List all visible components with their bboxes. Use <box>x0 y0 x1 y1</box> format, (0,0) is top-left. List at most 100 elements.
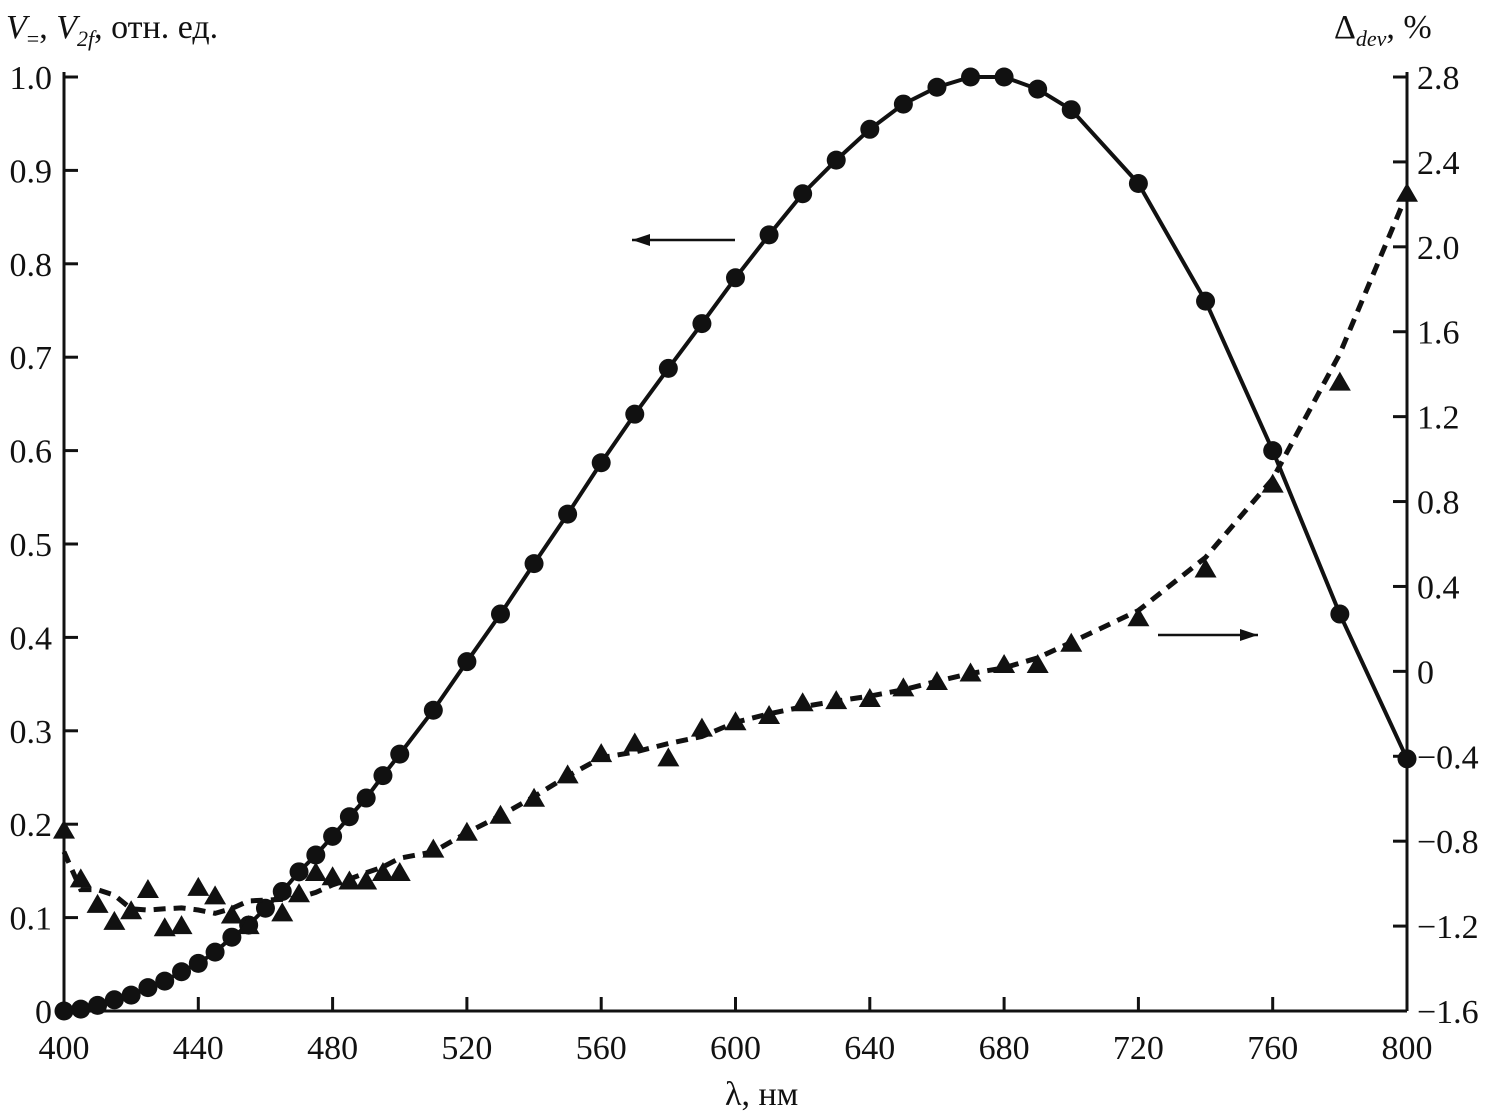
circle-marker <box>88 995 108 1015</box>
triangle-marker <box>355 870 378 890</box>
x-tick-label: 680 <box>979 1030 1030 1067</box>
triangle-marker <box>623 732 646 752</box>
y-right-tick-label: −1.6 <box>1417 994 1479 1031</box>
circle-marker <box>490 604 510 624</box>
y-right-tick-label: −0.4 <box>1417 739 1479 776</box>
triangle-marker <box>556 764 579 784</box>
triangle-marker <box>1194 558 1217 578</box>
triangle-marker <box>220 904 243 924</box>
circle-marker <box>172 962 192 982</box>
triangle-marker <box>489 804 512 824</box>
circle-marker <box>306 845 326 865</box>
triangle-marker <box>321 866 344 886</box>
circle-marker <box>558 504 578 524</box>
triangle-marker <box>153 917 176 937</box>
y-left-tick-label: 0.7 <box>10 340 53 377</box>
x-tick-label: 760 <box>1247 1030 1298 1067</box>
y-right-tick-label: 2.4 <box>1417 145 1460 182</box>
circle-marker <box>188 953 208 973</box>
triangle-marker <box>455 821 478 841</box>
circle-marker <box>692 314 712 334</box>
x-tick-label: 400 <box>39 1030 90 1067</box>
x-tick-label: 640 <box>844 1030 895 1067</box>
arrow-to-right-axis-head <box>1240 629 1258 641</box>
triangle-marker <box>388 862 411 882</box>
circle-marker <box>356 788 376 808</box>
circle-marker <box>457 652 477 672</box>
triangle-marker <box>422 838 445 858</box>
circle-marker <box>759 225 779 245</box>
circle-marker <box>289 862 309 882</box>
circle-marker <box>1263 441 1283 461</box>
circle-marker <box>222 927 242 947</box>
y-right-axis-label: Δdev, % <box>1334 9 1432 51</box>
triangle-marker <box>791 692 814 712</box>
triangle-marker <box>690 717 713 737</box>
series <box>53 67 1418 1021</box>
x-tick-label: 720 <box>1113 1030 1164 1067</box>
circle-marker <box>793 184 813 204</box>
x-tick-label: 800 <box>1382 1030 1433 1067</box>
triangle-marker <box>69 868 92 888</box>
y-right-tick-label: 0.4 <box>1417 569 1460 606</box>
triangle-marker <box>136 879 159 899</box>
x-tick-label: 600 <box>710 1030 761 1067</box>
triangle-marker <box>892 677 915 697</box>
circle-marker <box>339 807 359 827</box>
y-right-tick-label: 0.8 <box>1417 485 1460 522</box>
circle-marker <box>138 978 158 998</box>
y-left-tick-label: 1.0 <box>10 60 53 97</box>
triangle-marker <box>657 747 680 767</box>
circle-marker <box>658 358 678 378</box>
y-right-tick-label: 1.2 <box>1417 400 1460 437</box>
triangle-marker <box>523 787 546 807</box>
triangle-marker <box>120 900 143 920</box>
circle-marker <box>591 453 611 473</box>
circle-marker <box>1397 749 1417 769</box>
triangle-marker <box>758 704 781 724</box>
triangle-marker <box>993 653 1016 673</box>
x-tick-label: 440 <box>173 1030 224 1067</box>
y-right-tick-label: 2.0 <box>1417 230 1460 267</box>
circle-marker <box>155 971 175 991</box>
circle-marker <box>255 898 275 918</box>
circle-marker <box>961 67 981 87</box>
circle-marker <box>860 119 880 139</box>
triangle-marker <box>304 862 327 882</box>
triangle-marker <box>1396 182 1418 202</box>
triangle-marker <box>338 870 361 890</box>
arrow-to-left-axis-head <box>632 234 650 246</box>
circle-marker <box>323 826 343 846</box>
circle-marker <box>1196 291 1216 311</box>
triangle-marker <box>724 711 747 731</box>
ticks: 400 440 480 520 560 600 640 680 720 760 800 0 0.1 0.2… <box>10 60 1479 1067</box>
triangle-marker <box>1026 653 1049 673</box>
y-right-tick-label: −0.8 <box>1417 824 1479 861</box>
circle-marker <box>54 1001 74 1021</box>
y-left-tick-label: 0.4 <box>10 620 53 657</box>
y-right-tick-label: −1.2 <box>1417 909 1479 946</box>
axes <box>62 72 1409 1013</box>
y-right-tick-label: 2.8 <box>1417 60 1460 97</box>
y-left-tick-label: 0.6 <box>10 434 53 471</box>
circle-marker <box>121 985 141 1005</box>
y-left-tick-label: 0.9 <box>10 153 53 190</box>
triangle-marker <box>53 819 75 839</box>
triangle-marker <box>858 687 881 707</box>
x-tick-label: 480 <box>307 1030 358 1067</box>
x-tick-label: 520 <box>441 1030 492 1067</box>
triangle-marker <box>103 910 126 930</box>
triangle-marker <box>237 915 260 935</box>
x-axis-label: λ, нм <box>725 1076 798 1113</box>
circle-marker <box>1061 100 1081 120</box>
x-tick-label: 560 <box>576 1030 627 1067</box>
triangle-marker <box>825 690 848 710</box>
circle-marker <box>893 94 913 114</box>
circle-marker <box>1330 604 1350 624</box>
circle-marker <box>373 766 393 786</box>
y-left-tick-label: 0.5 <box>10 527 53 564</box>
series-line-solid <box>63 75 1409 1013</box>
triangle-marker <box>204 885 227 905</box>
circle-marker <box>625 404 645 424</box>
